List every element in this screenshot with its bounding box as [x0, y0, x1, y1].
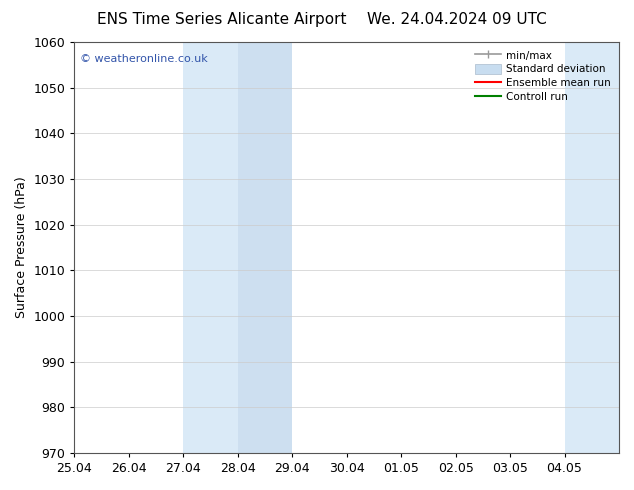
Bar: [183, 42, 292, 453]
Text: We. 24.04.2024 09 UTC: We. 24.04.2024 09 UTC: [366, 12, 547, 27]
Bar: [238, 42, 292, 453]
Bar: [564, 42, 619, 453]
Text: ENS Time Series Alicante Airport: ENS Time Series Alicante Airport: [97, 12, 347, 27]
Y-axis label: Surface Pressure (hPa): Surface Pressure (hPa): [15, 176, 28, 318]
Legend: min/max, Standard deviation, Ensemble mean run, Controll run: min/max, Standard deviation, Ensemble me…: [472, 47, 614, 105]
Text: © weatheronline.co.uk: © weatheronline.co.uk: [80, 54, 208, 64]
